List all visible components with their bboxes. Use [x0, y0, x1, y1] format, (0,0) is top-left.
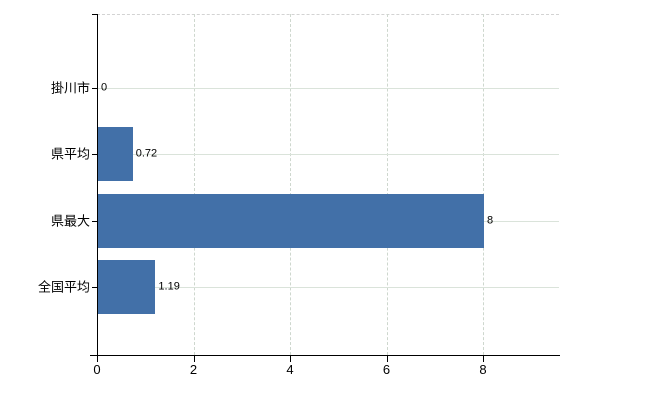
- y-tick-mark: [92, 286, 97, 288]
- bar: [98, 259, 156, 314]
- bar-value-label: 0.72: [135, 147, 158, 160]
- bar-value-label: 0: [101, 81, 108, 94]
- x-tick-label: 2: [189, 362, 198, 377]
- v-gridline: [386, 14, 388, 355]
- x-tick-mark: [483, 356, 484, 362]
- bar-value-label: 1.19: [158, 280, 180, 293]
- v-gridline: [193, 14, 195, 355]
- plot-top-border: [97, 14, 559, 15]
- y-tick-mark: [92, 220, 97, 222]
- x-tick-label: 8: [479, 362, 487, 377]
- bar-value-label: 8: [487, 214, 494, 227]
- v-gridline: [483, 14, 484, 355]
- bar: [98, 127, 133, 182]
- x-tick-mark: [386, 356, 388, 362]
- y-axis-label: 県平均: [50, 146, 90, 162]
- x-axis-line: [90, 355, 560, 356]
- x-tick-label: 6: [382, 362, 391, 377]
- y-tick-mark: [92, 88, 97, 89]
- h-gridline: [97, 286, 559, 288]
- x-tick-label: 4: [286, 362, 294, 377]
- bar: [98, 193, 484, 248]
- h-gridline: [97, 154, 559, 156]
- y-tick-mark: [92, 14, 97, 15]
- x-tick-mark: [97, 356, 98, 362]
- y-axis-label: 全国平均: [37, 279, 90, 295]
- y-tick-mark: [92, 154, 97, 156]
- x-tick-label: 0: [93, 362, 101, 377]
- x-tick-mark: [193, 356, 195, 362]
- h-gridline: [97, 88, 559, 89]
- v-gridline: [290, 14, 291, 355]
- y-axis-label: 県最大: [50, 213, 90, 229]
- y-axis-label: 掛川市: [50, 80, 90, 96]
- y-axis-line: [97, 14, 98, 362]
- x-tick-mark: [290, 356, 291, 362]
